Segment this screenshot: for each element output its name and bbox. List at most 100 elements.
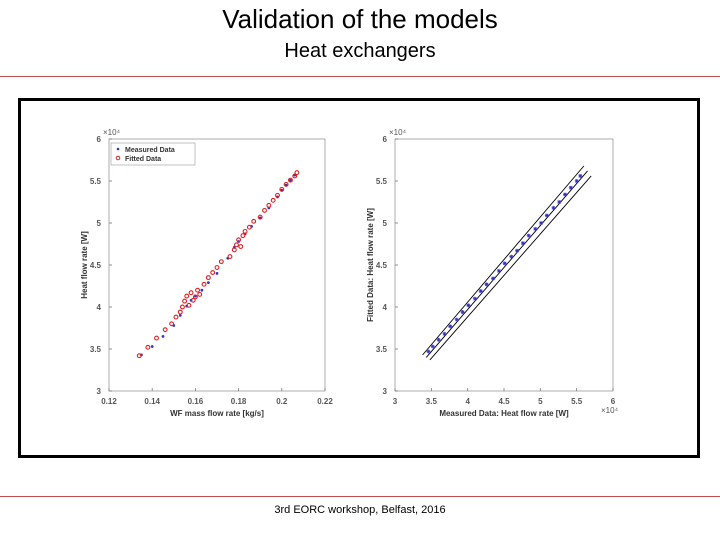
figure-frame: 0.12 0.14 0.16 0.18 0.2 0.22 3 3.5 4 4.5 5 5.5 6 ×10⁴… [18,98,700,458]
data-point [192,294,198,300]
footer-text: 3rd EORC workshop, Belfast, 2016 [274,504,446,516]
data-point [145,344,151,350]
data-point [251,218,257,224]
data-point [227,254,233,260]
data-point [190,297,196,303]
data-point [551,205,556,210]
x-tick-label: 5 [538,397,543,406]
data-point [442,331,447,336]
legend: Measured Data Fitted Data [110,142,196,166]
data-point [231,247,237,253]
data-point [154,335,159,341]
data-point [236,237,242,243]
data-point [515,248,520,253]
x-tick-label: 0.2 [276,397,288,406]
data-point [197,291,203,297]
y-tick-label: 4 [97,303,102,312]
data-point [262,207,267,213]
reference-line [429,175,592,361]
x-tick-label: 0.22 [317,397,333,406]
data-point [279,186,285,192]
y-axis-label: Heat flow rate [W] [80,231,89,299]
data-point [169,321,175,327]
data-point [214,265,220,270]
legend-box [110,142,196,166]
x-tick-label: 0.18 [231,397,247,406]
legend-label: Fitted Data [125,156,161,163]
legend-label: Measured Data [125,147,175,154]
data-point [242,228,248,234]
data-point [526,233,531,238]
data-point [460,310,465,315]
footer-divider [0,496,720,497]
data-point [578,173,583,178]
title-divider [0,76,720,77]
x-tick-label: 3 [393,397,398,406]
data-point [136,353,142,359]
y-tick-label: 6 [383,135,388,144]
data-point [201,281,207,287]
data-point [502,261,507,266]
slide-title: Validation of the models [222,4,498,34]
y-tick-label: 5.5 [90,177,102,186]
data-point [233,242,239,248]
x-tick-label: 3.5 [426,397,438,406]
y-exponent-label: ×10⁴ [389,128,407,137]
y-tick-label: 3.5 [90,345,102,354]
legend-marker-fitted [115,155,121,161]
x-exponent-label: ×10⁴ [601,406,619,415]
data-point [533,226,538,231]
data-point [496,268,501,273]
data-point [454,317,459,322]
data-point [178,314,182,317]
data-point [448,324,453,329]
y-tick-label: 6 [97,135,102,144]
data-point [436,337,441,342]
y-tick-label: 3.5 [376,345,388,354]
data-point [568,185,573,190]
data-point [188,290,194,296]
y-tick-label: 4 [383,303,388,312]
data-point [210,270,216,276]
data-point [182,298,188,304]
x-tick-label: 0.12 [101,397,117,406]
x-tick-label: 4.5 [498,397,510,406]
data-point [218,259,224,265]
x-tick-label: 6 [611,397,616,406]
data-point [472,296,477,301]
x-axis-label: Measured Data: Heat flow rate [W] [439,409,569,418]
data-point [484,282,489,287]
y-tick-label: 4.5 [376,261,388,270]
x-tick-label: 0.16 [188,397,204,406]
y-tick-label: 3 [97,387,102,396]
data-point [289,178,292,182]
data-point [287,177,293,183]
chart-right: 3 3.5 4 4.5 5 5.5 633.544.555.56×10⁴×10⁴Measur… [366,128,619,418]
data-point [466,303,471,308]
data-point [206,281,210,285]
data-point [246,224,252,230]
data-point [275,192,280,198]
data-point [491,276,496,281]
y-tick-label: 5.5 [376,177,388,186]
data-point [539,221,544,225]
data-point [162,327,168,333]
data-point [430,344,435,349]
x-tick-label: 5.5 [571,397,583,406]
data-point [557,200,562,204]
figure-canvas: 0.12 0.14 0.16 0.18 0.2 0.2233.544.555.56×10⁴… [80,128,619,418]
data-point [238,244,244,249]
data-point [173,314,179,320]
data-point [563,192,568,197]
data-point [240,233,246,239]
data-point [292,173,298,179]
data-point [150,345,154,348]
data-point [177,309,183,315]
y-tick-label: 5 [383,219,388,228]
x-tick-label: 4 [465,397,470,406]
reference-line [422,165,585,356]
series-measured-vs-fitted [426,173,583,354]
data-point [184,293,190,299]
data-point [200,288,204,292]
data-point [186,302,192,308]
